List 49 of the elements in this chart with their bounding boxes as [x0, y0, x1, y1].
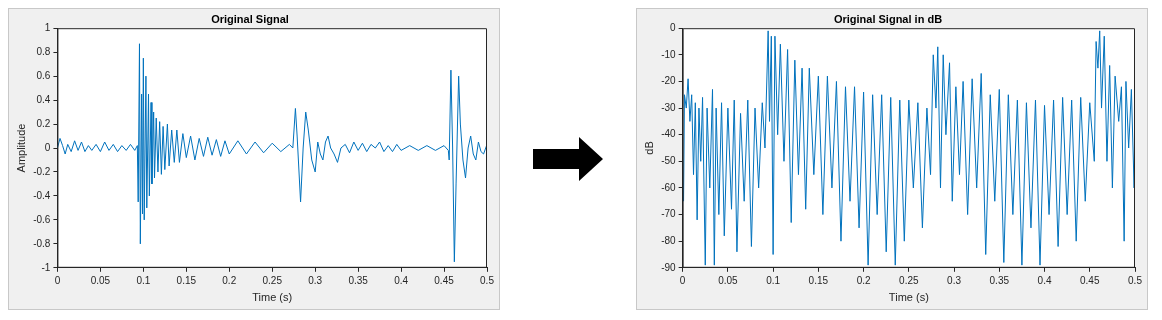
x-tick-label: 0.1 — [136, 274, 151, 286]
y-tick-label: -40 — [661, 128, 677, 140]
x-tick-label: 0.4 — [394, 274, 409, 286]
y-tick-label: 0.2 — [36, 117, 51, 129]
x-tick-label: 0.25 — [899, 274, 919, 286]
y-tick-label: -0.6 — [33, 213, 51, 225]
x-tick-label: 0.45 — [434, 274, 455, 286]
x-tick-label: 0 — [679, 274, 686, 286]
y-axis-title: dB — [642, 141, 655, 155]
y-tick-label: -90 — [661, 261, 677, 273]
x-tick-label: 0 — [54, 274, 61, 286]
x-tick-label: 0.3 — [947, 274, 962, 286]
y-tick-label: -30 — [661, 101, 677, 113]
x-tick-label: 0.15 — [176, 274, 197, 286]
x-tick-label: 0.45 — [1080, 274, 1100, 286]
y-tick-label: 1 — [44, 21, 51, 33]
x-tick-label: 0.2 — [222, 274, 237, 286]
x-tick-label: 0.35 — [348, 274, 369, 286]
x-tick-label: 0.15 — [808, 274, 829, 286]
y-tick-label: 0 — [44, 141, 51, 153]
x-tick-label: 0.05 — [90, 274, 111, 286]
y-tick-label: -1 — [41, 261, 51, 273]
x-tick-label: 0.3 — [308, 274, 323, 286]
y-tick-label: 0.8 — [36, 45, 51, 57]
y-tick-label: -20 — [661, 75, 677, 87]
chart-title: Original Signal in dB — [833, 12, 943, 25]
x-tick-label: 0.5 — [480, 274, 495, 286]
y-tick-label: -50 — [661, 155, 677, 167]
y-tick-label: -80 — [661, 234, 677, 246]
y-tick-label: 0 — [670, 21, 677, 33]
y-tick-label: -0.4 — [33, 189, 51, 201]
x-tick-label: 0.25 — [262, 274, 283, 286]
x-tick-label: 0.2 — [856, 274, 871, 286]
y-tick-label: 0.6 — [36, 69, 51, 81]
y-tick-label: 0.4 — [36, 93, 51, 105]
y-axis-title: Amplitude — [14, 123, 27, 173]
x-tick-label: 0.05 — [718, 274, 739, 286]
chart-title: Original Signal — [211, 12, 289, 25]
x-axis-title: Time (s) — [252, 291, 293, 304]
x-tick-label: 0.5 — [1128, 274, 1143, 286]
y-tick-label: -10 — [661, 48, 677, 60]
x-axis-title: Time (s) — [888, 291, 929, 304]
x-tick-label: 0.35 — [989, 274, 1010, 286]
y-tick-label: -0.8 — [33, 237, 51, 249]
y-tick-label: -60 — [661, 181, 677, 193]
x-tick-label: 0.4 — [1037, 274, 1052, 286]
y-tick-label: -0.2 — [33, 165, 51, 177]
x-tick-label: 0.1 — [766, 274, 781, 286]
y-tick-label: -70 — [661, 208, 677, 220]
